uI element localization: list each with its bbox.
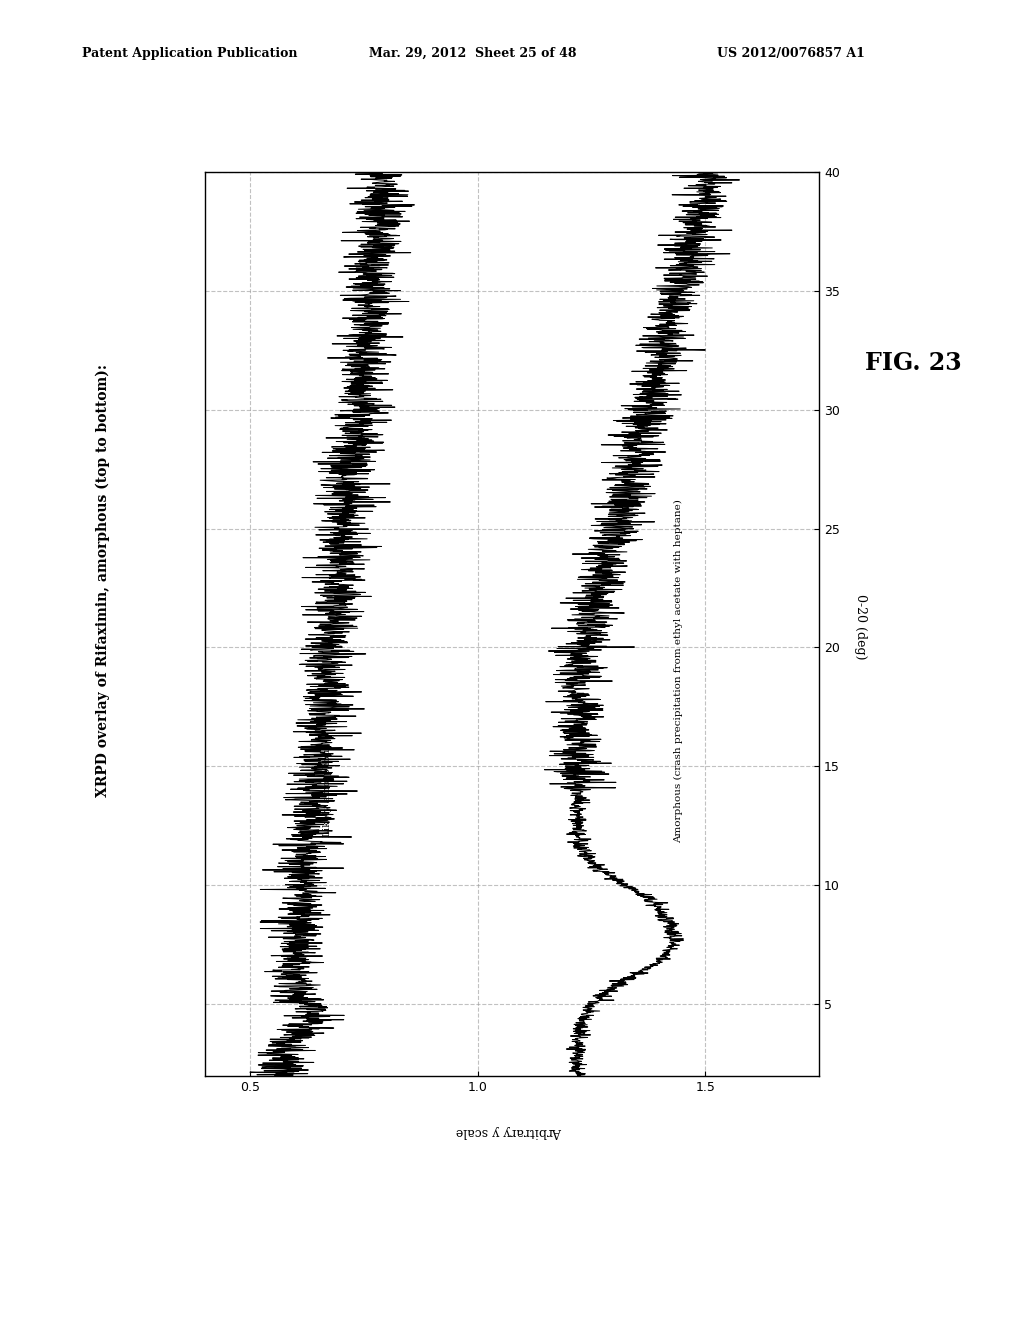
- Text: Patent Application Publication: Patent Application Publication: [82, 46, 297, 59]
- Text: XRPD overlay of Rifaximin, amorphous (top to bottom):: XRPD overlay of Rifaximin, amorphous (to…: [95, 364, 110, 797]
- Text: 0-20 (deg): 0-20 (deg): [854, 594, 866, 660]
- Text: Mar. 29, 2012  Sheet 25 of 48: Mar. 29, 2012 Sheet 25 of 48: [369, 46, 577, 59]
- Text: Likely amorphous: Likely amorphous: [324, 743, 332, 837]
- Text: FIG. 23: FIG. 23: [865, 351, 962, 375]
- Text: Amorphous (crash precipitation from ethyl acetate with heptane): Amorphous (crash precipitation from ethy…: [674, 499, 683, 843]
- Text: Arbitrary y scale: Arbitrary y scale: [456, 1125, 562, 1138]
- Text: US 2012/0076857 A1: US 2012/0076857 A1: [717, 46, 864, 59]
